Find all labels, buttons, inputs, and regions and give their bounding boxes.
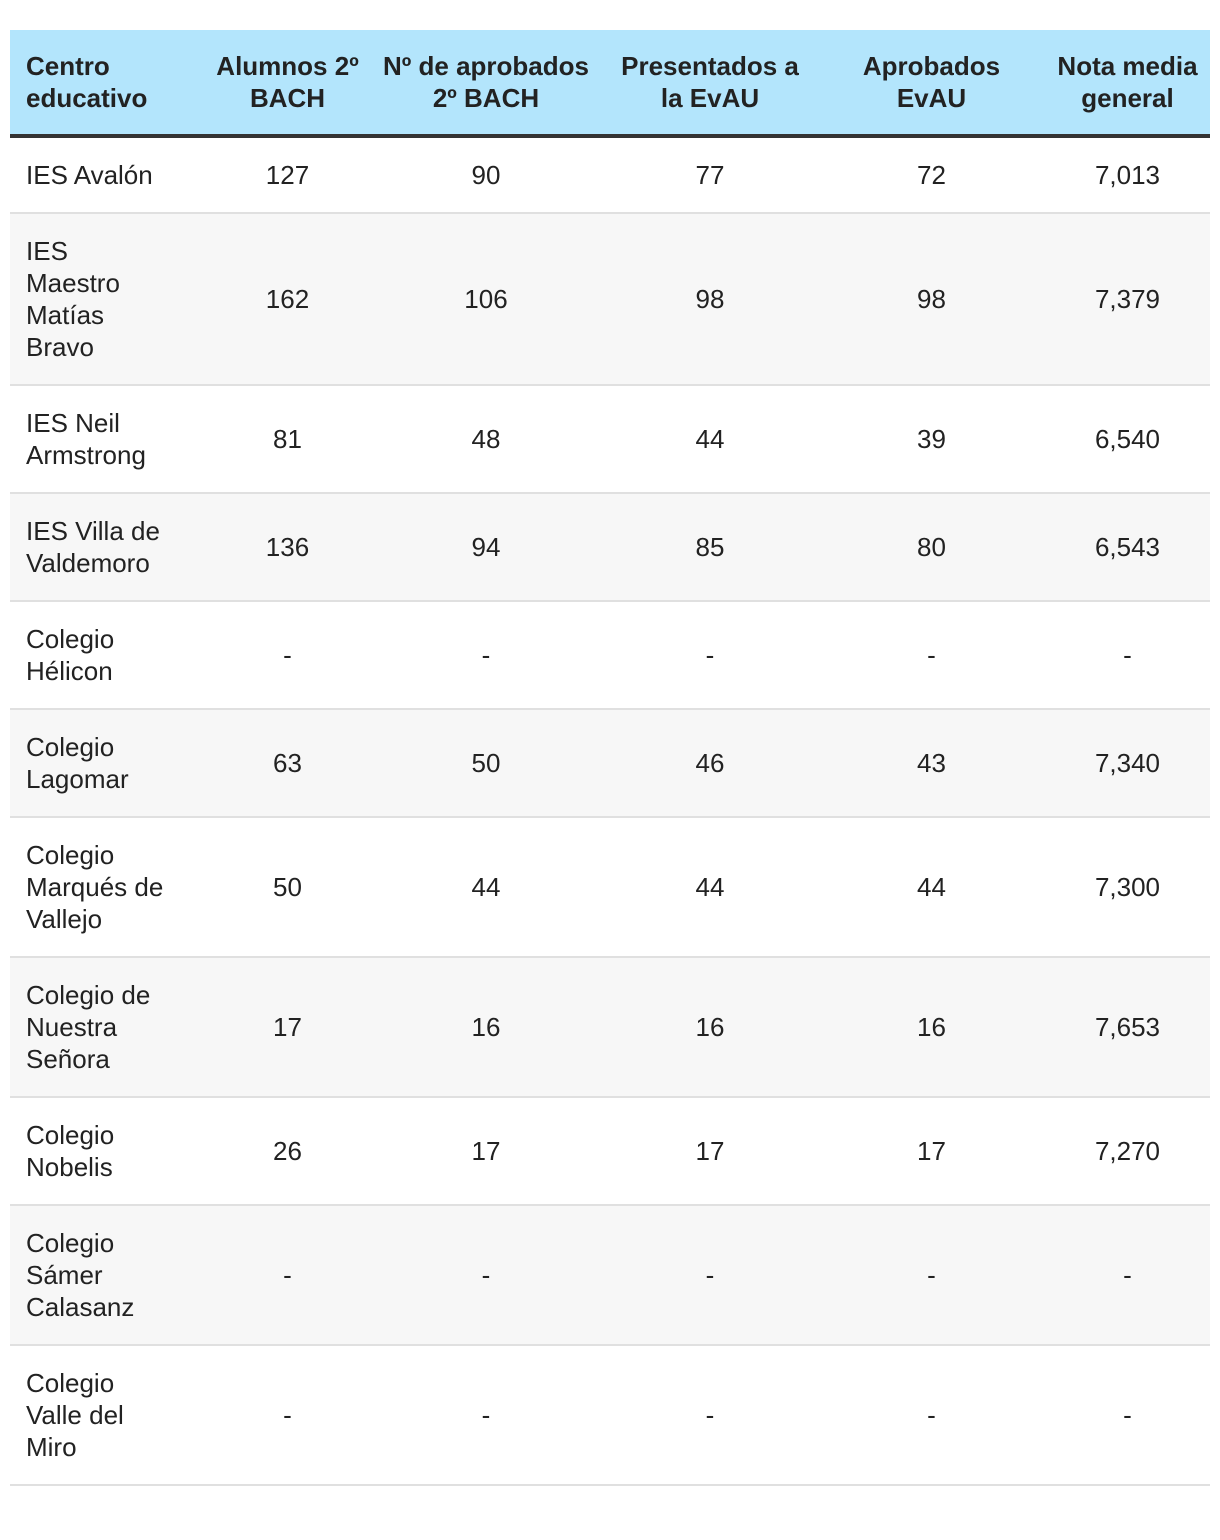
table-cell: 17	[602, 1097, 818, 1206]
table-cell: -	[818, 1205, 1045, 1346]
table-cell: 77	[602, 136, 818, 214]
table-cell: 50	[205, 817, 370, 958]
table-row: Colegio Sámer Calasanz - - - - -	[10, 1205, 1210, 1346]
table-cell: 6,543	[1045, 493, 1210, 602]
table-cell: 98	[602, 213, 818, 386]
table-cell: -	[205, 1345, 370, 1486]
table-row: Colegio Marqués de Vallejo 50 44 44 44 7,300	[10, 817, 1210, 958]
table-cell: 43	[818, 709, 1045, 818]
table-cell: 6,540	[1045, 385, 1210, 494]
table-row: IES Villa de Valdemoro 136 94 85 80 6,543	[10, 493, 1210, 602]
table-cell: 46	[602, 709, 818, 818]
table-header: Centro educativo Alumnos 2º BACH Nº de apr…	[10, 30, 1210, 138]
table-cell: 72	[818, 136, 1045, 214]
table-row: Colegio Hélicon - - - - -	[10, 601, 1210, 710]
table-cell: 26	[205, 1097, 370, 1206]
school-name: Colegio Marqués de Vallejo	[10, 817, 205, 958]
table-cell: 7,270	[1045, 1097, 1210, 1206]
table-cell: 44	[602, 817, 818, 958]
column-header: Alumnos 2º BACH	[205, 30, 370, 138]
table-cell: -	[1045, 1345, 1210, 1486]
school-name: Colegio Sámer Calasanz	[10, 1205, 205, 1346]
table-cell: 16	[602, 957, 818, 1098]
school-name: IES Villa de Valdemoro	[10, 493, 205, 602]
table-cell: 48	[370, 385, 602, 494]
table-cell: 7,340	[1045, 709, 1210, 818]
school-name: Colegio Nobelis	[10, 1097, 205, 1206]
table-cell: 44	[370, 817, 602, 958]
table-cell: -	[818, 601, 1045, 710]
table-cell: 81	[205, 385, 370, 494]
column-header: Centro educativo	[10, 30, 205, 138]
table-cell: -	[1045, 1205, 1210, 1346]
table-cell: -	[370, 601, 602, 710]
table-row: IES Maestro Matías Bravo 162 106 98 98 7,379	[10, 213, 1210, 386]
table-cell: 16	[370, 957, 602, 1098]
table-cell: 7,300	[1045, 817, 1210, 958]
table-cell: 127	[205, 136, 370, 214]
table-cell: 162	[205, 213, 370, 386]
table-cell: 90	[370, 136, 602, 214]
table-cell: 50	[370, 709, 602, 818]
school-name: Colegio Lagomar	[10, 709, 205, 818]
table-cell: 7,653	[1045, 957, 1210, 1098]
table-cell: 7,013	[1045, 136, 1210, 214]
school-name: Colegio Hélicon	[10, 601, 205, 710]
table-row: Colegio Lagomar 63 50 46 43 7,340	[10, 709, 1210, 818]
table-cell: 94	[370, 493, 602, 602]
table-cell: 44	[602, 385, 818, 494]
table-cell: 63	[205, 709, 370, 818]
table-row: IES Avalón 127 90 77 72 7,013	[10, 136, 1210, 214]
table-cell: 17	[818, 1097, 1045, 1206]
table-cell: -	[602, 1205, 818, 1346]
header-row: Centro educativo Alumnos 2º BACH Nº de apr…	[10, 30, 1210, 138]
school-name: Colegio Valle del Miro	[10, 1345, 205, 1486]
school-name: IES Maestro Matías Bravo	[10, 213, 205, 386]
column-header: Presentados a la EvAU	[602, 30, 818, 138]
table-cell: -	[205, 1205, 370, 1346]
table-cell: 7,379	[1045, 213, 1210, 386]
table-body: IES Avalón 127 90 77 72 7,013 IES Maestro Matí…	[10, 136, 1210, 1486]
school-name: IES Avalón	[10, 136, 205, 214]
results-table: Centro educativo Alumnos 2º BACH Nº de apr…	[10, 30, 1210, 1486]
column-header: Nota media general	[1045, 30, 1210, 138]
table-cell: 17	[205, 957, 370, 1098]
table-cell: -	[602, 601, 818, 710]
table-cell: -	[1045, 601, 1210, 710]
table-cell: 39	[818, 385, 1045, 494]
school-name: IES Neil Armstrong	[10, 385, 205, 494]
table-cell: -	[602, 1345, 818, 1486]
table-row: Colegio Valle del Miro - - - - -	[10, 1345, 1210, 1486]
column-header: Aprobados EvAU	[818, 30, 1045, 138]
table-cell: 16	[818, 957, 1045, 1098]
table-row: IES Neil Armstrong 81 48 44 39 6,540	[10, 385, 1210, 494]
table-cell: 17	[370, 1097, 602, 1206]
table-cell: -	[370, 1205, 602, 1346]
table-row: Colegio Nobelis 26 17 17 17 7,270	[10, 1097, 1210, 1206]
table-cell: 85	[602, 493, 818, 602]
table-cell: -	[818, 1345, 1045, 1486]
school-name: Colegio de Nuestra Señora	[10, 957, 205, 1098]
table-cell: -	[205, 601, 370, 710]
column-header: Nº de aprobados 2º BACH	[370, 30, 602, 138]
table-row: Colegio de Nuestra Señora 17 16 16 16 7,653	[10, 957, 1210, 1098]
table-cell: 44	[818, 817, 1045, 958]
table-cell: 98	[818, 213, 1045, 386]
table-cell: 80	[818, 493, 1045, 602]
table-cell: 106	[370, 213, 602, 386]
table-cell: -	[370, 1345, 602, 1486]
table-cell: 136	[205, 493, 370, 602]
